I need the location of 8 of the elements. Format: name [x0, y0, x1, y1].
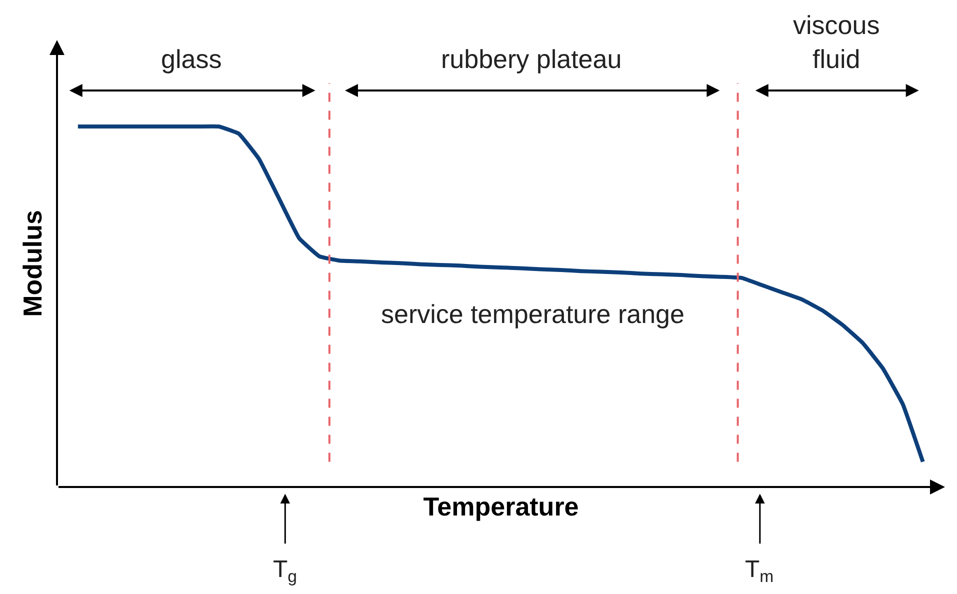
text: glass: [161, 44, 222, 74]
annotation: service temperature range: [381, 299, 684, 329]
x-axis-title: Temperature: [423, 492, 579, 522]
text: viscous fluid: [793, 10, 880, 74]
text: T$_{m}$: [745, 556, 774, 586]
text: rubbery plateau: [441, 44, 622, 74]
text: T$_{g}$: [273, 556, 298, 586]
y-axis-title: Modulus: [17, 210, 48, 317]
